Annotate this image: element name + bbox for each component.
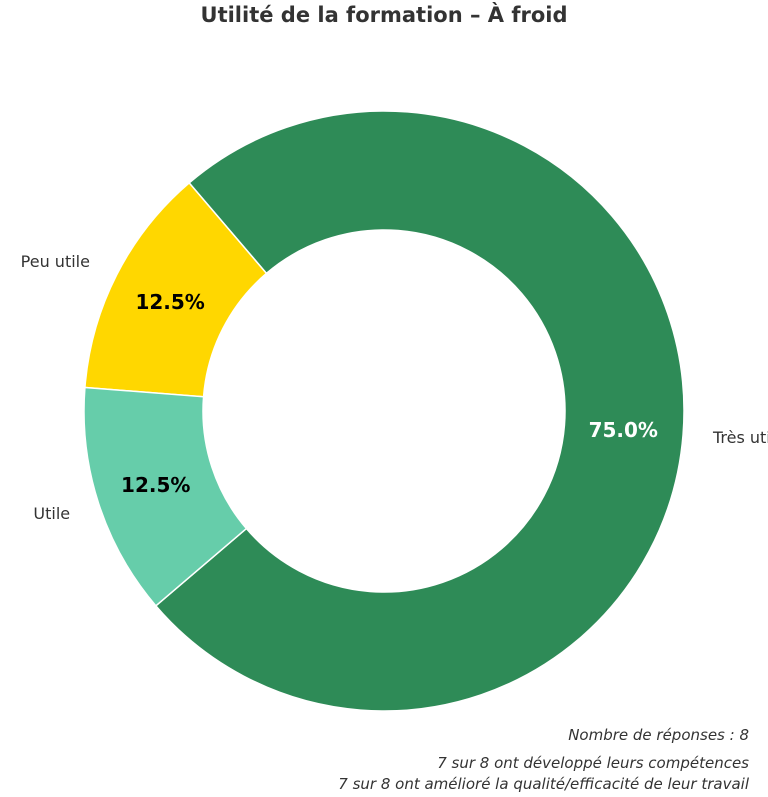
slice-tres-utile — [154, 110, 685, 712]
percent-label-utile: 12.5% — [121, 473, 190, 497]
category-label-tres-utile: Très utile — [712, 428, 768, 447]
slices-group — [83, 110, 685, 712]
percent-labels-group: 75.0% 12.5% 12.5% — [121, 290, 658, 497]
category-labels-group: Très utile Peu utile Utile — [21, 252, 768, 523]
chart-title: Utilité de la formation – À froid — [201, 2, 568, 27]
percent-label-tres-utile: 75.0% — [589, 418, 658, 442]
category-label-peu-utile: Peu utile — [21, 252, 90, 271]
note-response-count: Nombre de réponses : 8 — [568, 726, 749, 744]
note-quality: 7 sur 8 ont amélioré la qualité/efficaci… — [338, 775, 750, 793]
slice-utile — [83, 386, 248, 607]
percent-label-peu-utile: 12.5% — [135, 290, 204, 314]
note-skills: 7 sur 8 ont développé leurs compétences — [437, 754, 749, 772]
category-label-utile: Utile — [33, 504, 70, 523]
